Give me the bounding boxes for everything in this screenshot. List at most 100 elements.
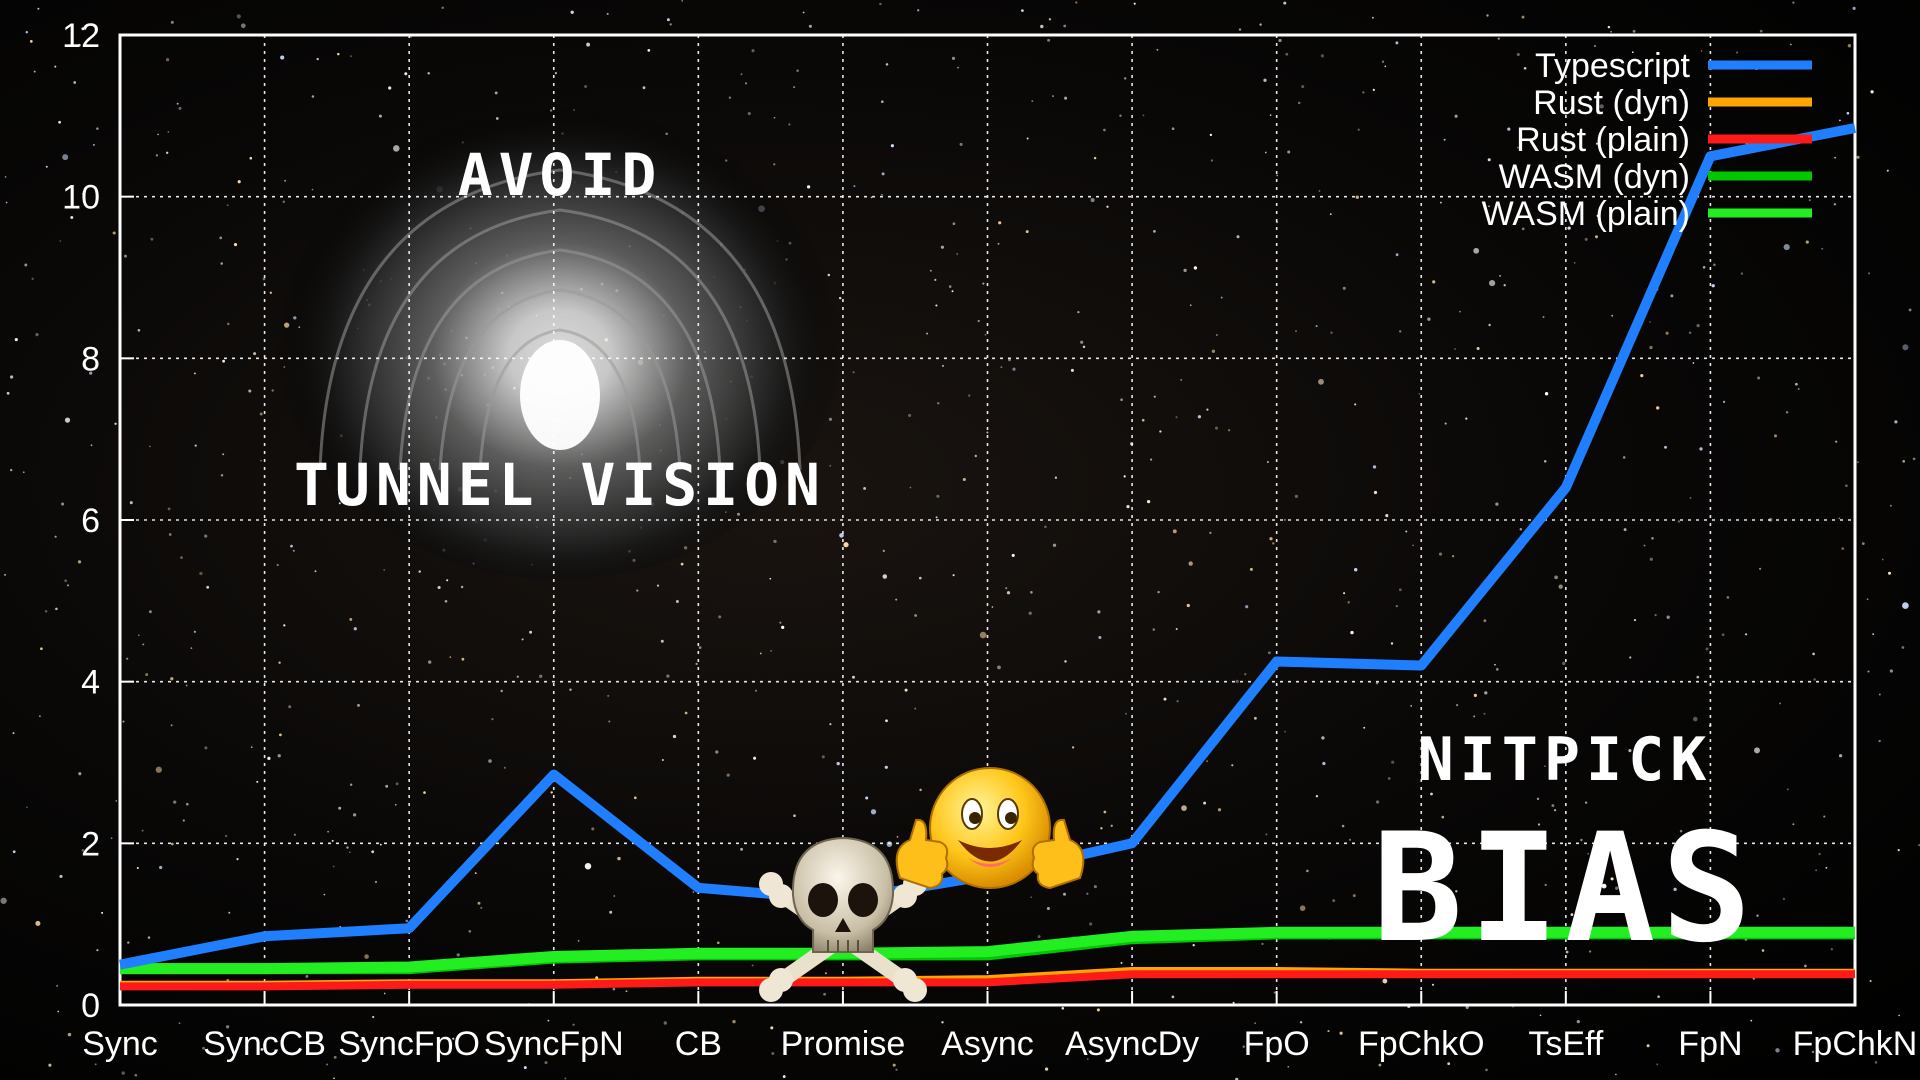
star bbox=[1259, 23, 1262, 26]
star bbox=[1124, 77, 1127, 80]
star bbox=[1543, 459, 1547, 463]
star bbox=[1209, 133, 1213, 137]
star bbox=[1696, 675, 1700, 679]
star bbox=[941, 364, 945, 367]
star bbox=[1189, 304, 1192, 307]
star bbox=[1494, 663, 1496, 666]
star bbox=[1818, 852, 1821, 856]
skull-crossbones-icon bbox=[759, 836, 927, 1002]
star bbox=[67, 584, 69, 587]
star bbox=[127, 941, 130, 944]
star bbox=[1110, 824, 1113, 827]
star bbox=[1321, 736, 1325, 740]
star bbox=[1082, 345, 1086, 349]
star bbox=[1253, 716, 1257, 720]
star bbox=[474, 872, 477, 875]
star bbox=[1172, 529, 1177, 534]
star bbox=[1792, 1, 1795, 4]
star bbox=[1063, 24, 1067, 28]
star bbox=[14, 338, 18, 342]
star bbox=[1488, 323, 1491, 327]
star bbox=[1845, 484, 1848, 488]
star bbox=[1203, 801, 1207, 805]
star bbox=[423, 791, 426, 794]
star bbox=[353, 627, 357, 631]
star bbox=[1601, 883, 1607, 889]
star bbox=[31, 277, 34, 281]
star bbox=[1666, 615, 1670, 619]
star bbox=[952, 574, 955, 577]
bias-text: BIAS bbox=[1372, 802, 1757, 976]
x-tick-label: Async bbox=[941, 1025, 1034, 1063]
x-tick-label: TsEff bbox=[1528, 1025, 1604, 1063]
star bbox=[1156, 48, 1159, 51]
star bbox=[1133, 2, 1136, 5]
star bbox=[346, 846, 349, 849]
star bbox=[269, 291, 272, 294]
star bbox=[173, 800, 177, 804]
star bbox=[1823, 815, 1826, 818]
star bbox=[895, 1068, 898, 1071]
star bbox=[178, 1022, 181, 1024]
star bbox=[991, 606, 994, 608]
star bbox=[233, 243, 238, 247]
star bbox=[383, 568, 386, 571]
star bbox=[185, 802, 189, 806]
star bbox=[437, 585, 441, 590]
star bbox=[1544, 392, 1549, 396]
star bbox=[1599, 104, 1604, 109]
star bbox=[1266, 461, 1269, 463]
star bbox=[22, 471, 25, 474]
star bbox=[0, 897, 7, 904]
star bbox=[1363, 726, 1366, 729]
star bbox=[1238, 28, 1242, 31]
star bbox=[323, 893, 326, 896]
legend-label: WASM (plain) bbox=[1482, 195, 1690, 233]
star bbox=[882, 574, 888, 579]
star bbox=[58, 120, 61, 124]
star bbox=[692, 891, 695, 893]
star bbox=[881, 172, 885, 176]
star bbox=[607, 694, 610, 697]
star bbox=[829, 464, 832, 467]
star bbox=[1683, 860, 1686, 863]
star bbox=[675, 600, 679, 603]
star bbox=[642, 86, 646, 90]
star bbox=[1544, 765, 1546, 768]
star bbox=[1301, 85, 1305, 89]
star bbox=[306, 1047, 310, 1051]
star bbox=[1031, 100, 1034, 103]
star bbox=[1390, 642, 1394, 645]
star bbox=[1867, 670, 1870, 673]
star bbox=[418, 570, 421, 573]
star bbox=[167, 131, 170, 133]
star bbox=[1805, 240, 1809, 244]
star bbox=[1254, 1022, 1257, 1025]
star bbox=[1570, 913, 1574, 916]
y-tick-label: 8 bbox=[81, 340, 100, 378]
star bbox=[1473, 693, 1477, 697]
star bbox=[1544, 883, 1547, 887]
star bbox=[1180, 378, 1183, 381]
star bbox=[4, 175, 7, 178]
star bbox=[1551, 804, 1555, 808]
x-tick-label: SyncFpO bbox=[338, 1025, 480, 1063]
star bbox=[1395, 604, 1398, 608]
star bbox=[1269, 114, 1272, 116]
star bbox=[1902, 459, 1906, 463]
star bbox=[159, 865, 163, 870]
star bbox=[38, 715, 41, 718]
star bbox=[166, 58, 170, 62]
star bbox=[350, 783, 353, 786]
star bbox=[176, 102, 179, 105]
star bbox=[1656, 1063, 1659, 1066]
y-tick-label: 12 bbox=[62, 17, 100, 55]
star bbox=[228, 911, 231, 914]
star bbox=[1726, 596, 1730, 599]
star bbox=[1673, 887, 1677, 892]
star bbox=[1012, 367, 1016, 371]
star bbox=[45, 165, 48, 168]
star bbox=[967, 394, 971, 397]
